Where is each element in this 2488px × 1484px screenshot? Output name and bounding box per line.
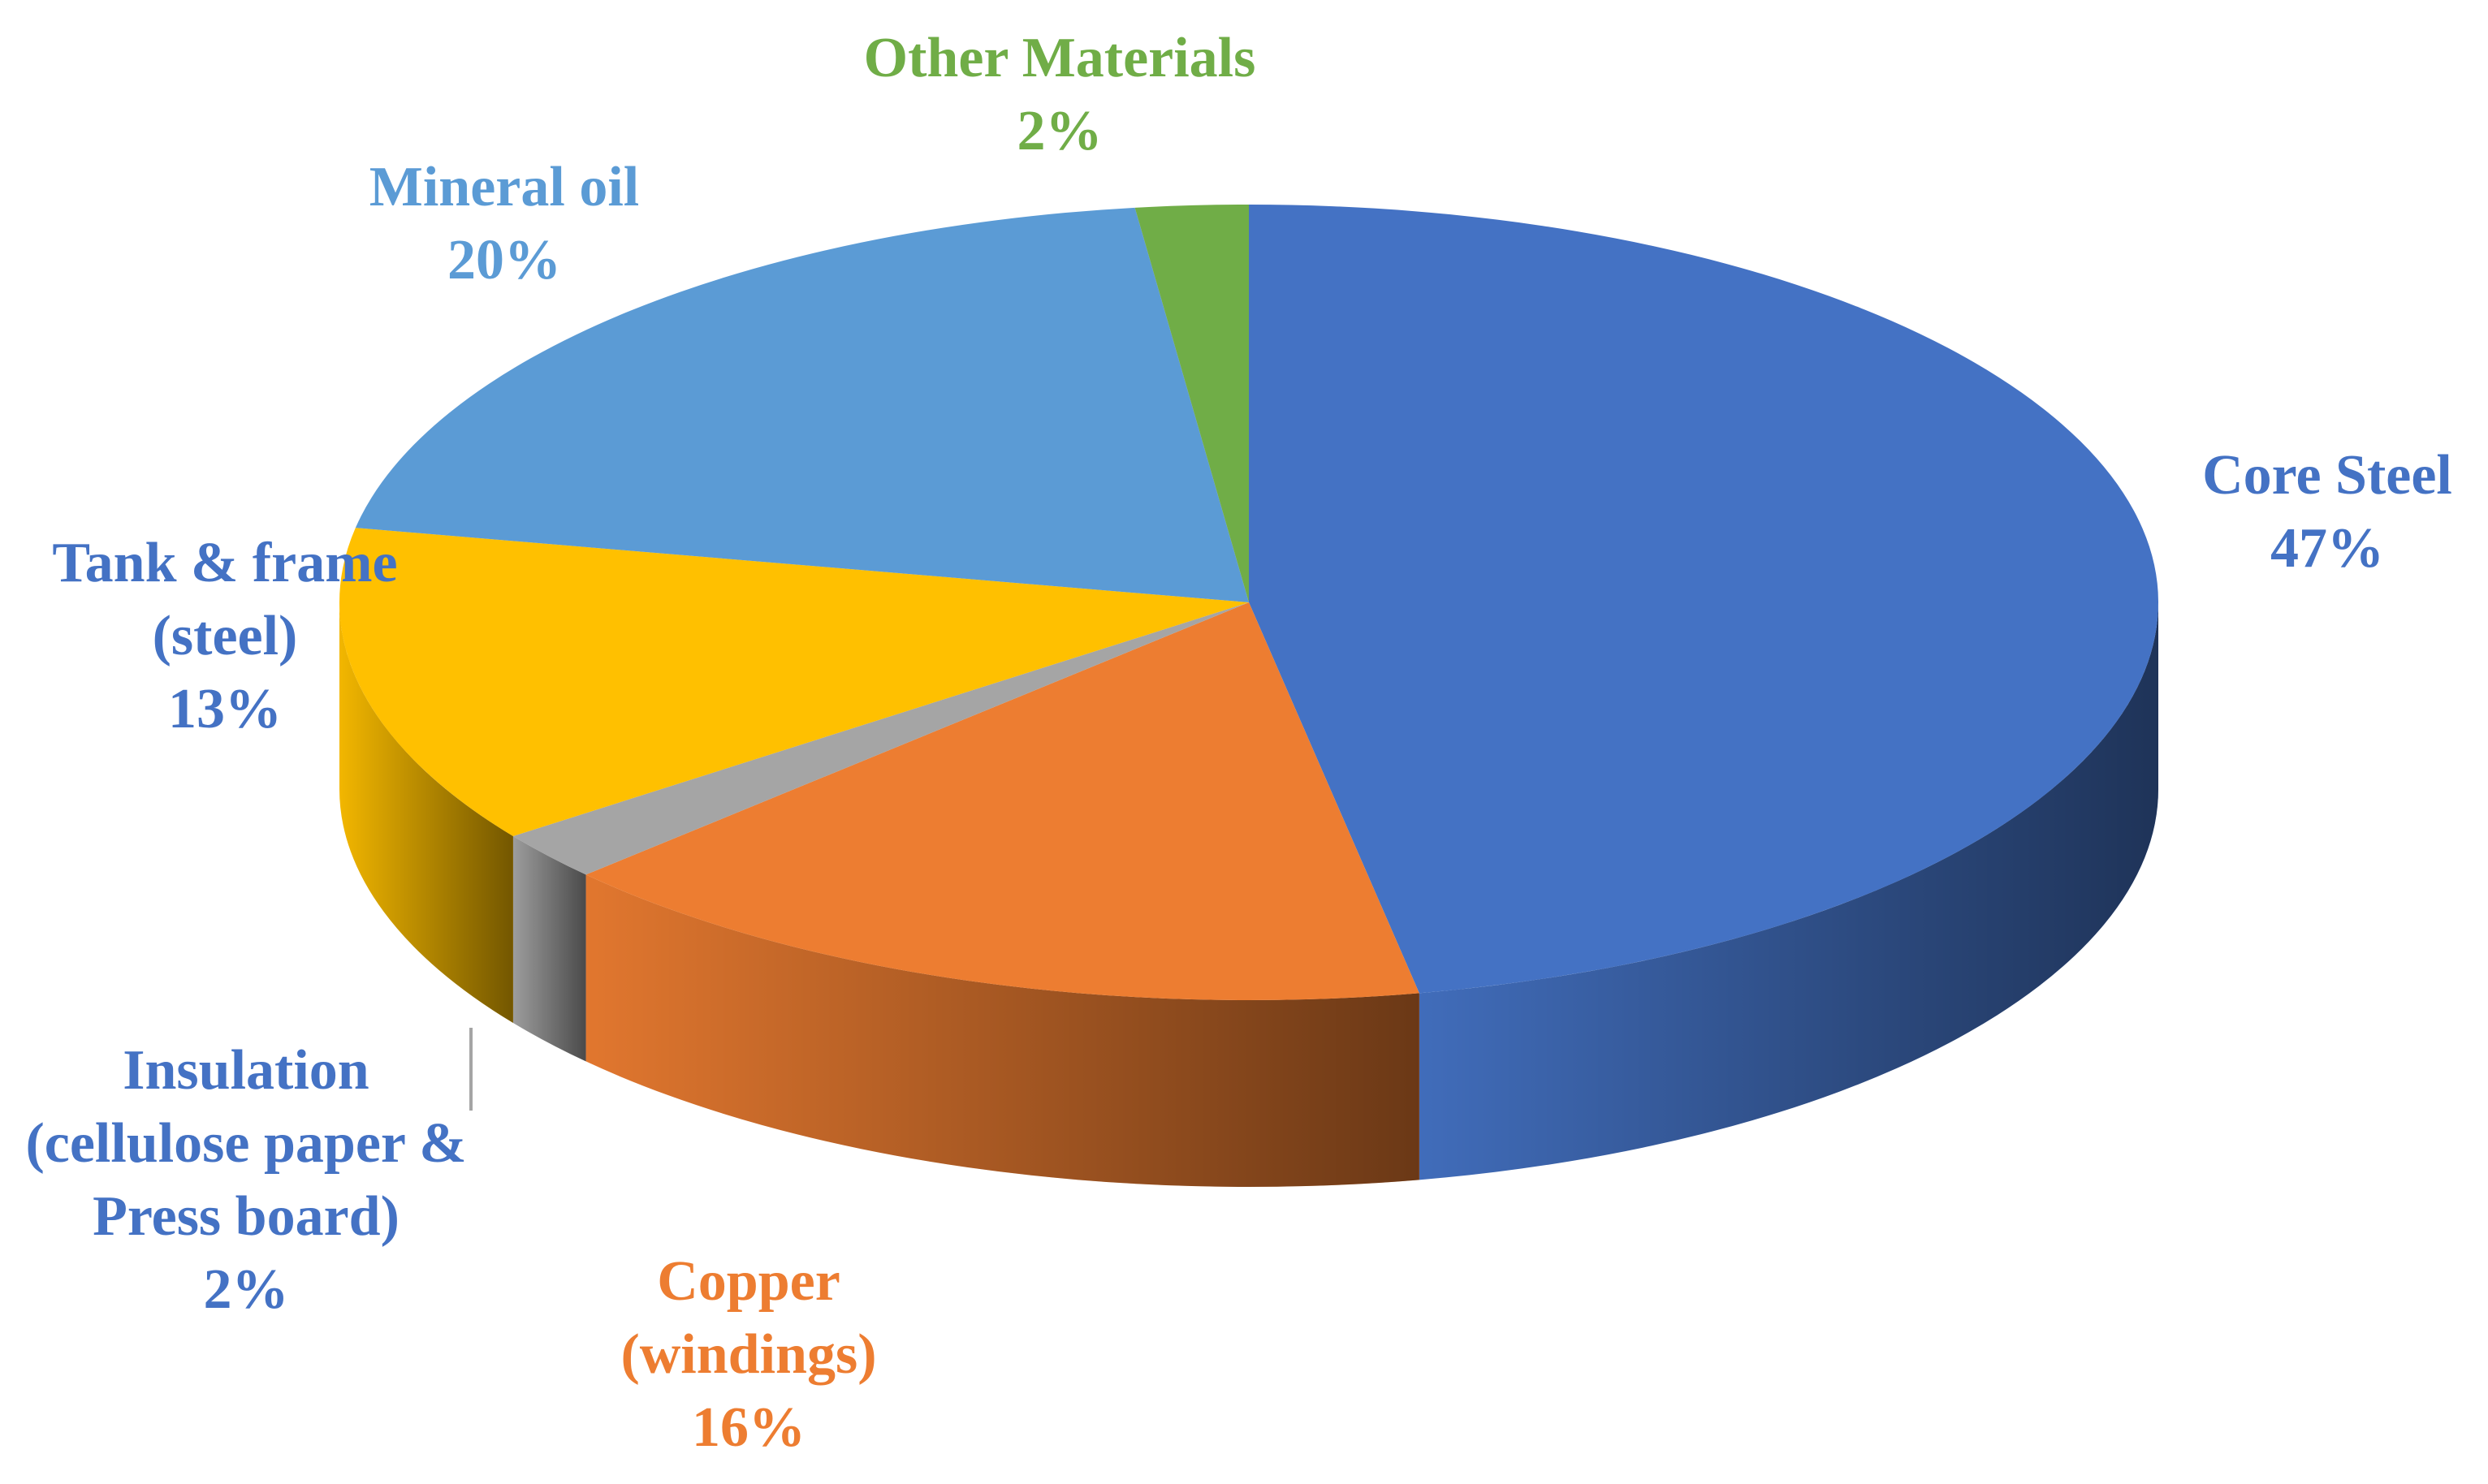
category-name: Other Materials bbox=[863, 27, 1256, 89]
category-name: Core Steel bbox=[2202, 444, 2452, 507]
slice bbox=[512, 602, 1249, 875]
value-label: 16% bbox=[692, 1396, 806, 1459]
slice bbox=[1249, 205, 2159, 994]
side-shade bbox=[339, 602, 513, 1024]
slice bbox=[585, 602, 1419, 1001]
category-name: Copper (windings) bbox=[620, 1250, 877, 1386]
slice-label: Copper (windings) 16% bbox=[594, 1245, 903, 1465]
value-label: 2% bbox=[203, 1258, 289, 1321]
value-label: 20% bbox=[447, 229, 561, 291]
value-label: 47% bbox=[2270, 517, 2384, 580]
slice bbox=[355, 207, 1250, 602]
slice bbox=[1134, 205, 1249, 602]
slice-label: Tank & frame (steel) 13% bbox=[14, 527, 436, 746]
value-label: 13% bbox=[168, 678, 282, 740]
value-label: 2% bbox=[1017, 100, 1103, 162]
slice bbox=[339, 528, 1249, 837]
category-name: Mineral oil bbox=[369, 156, 640, 218]
slice-label: Core Steel 47% bbox=[1962, 439, 2488, 585]
category-name: Insulation (cellulose paper & Press boar… bbox=[25, 1039, 467, 1248]
side-shade bbox=[512, 836, 586, 1062]
side-shade bbox=[1419, 602, 2158, 1180]
slice-label: Mineral oil 20% bbox=[220, 151, 788, 297]
side-shade bbox=[585, 874, 1419, 1187]
slice-label: Insulation (cellulose paper & Press boar… bbox=[11, 1034, 482, 1327]
slice-label: Other Materials 2% bbox=[694, 22, 1425, 168]
category-name: Tank & frame (steel) bbox=[52, 532, 398, 667]
